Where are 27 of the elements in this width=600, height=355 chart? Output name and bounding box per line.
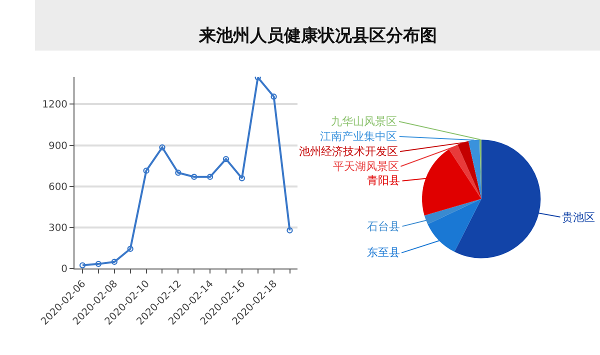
- point: [127, 246, 134, 252]
- slice-label: 池州经济技术开发区: [299, 145, 398, 158]
- y-tick-label: 0: [61, 264, 68, 276]
- point: [95, 260, 102, 268]
- point: [79, 262, 86, 268]
- point: [175, 170, 182, 176]
- slice-label: 青阳县: [367, 174, 400, 187]
- point: [238, 175, 246, 182]
- point: [222, 156, 230, 162]
- point: [111, 258, 118, 265]
- slice-label: 平天湖风景区: [333, 160, 399, 173]
- slice-label: 江南产业集中区: [320, 130, 397, 143]
- chart-title: 来池州人员健康状况县区分布图: [198, 26, 437, 46]
- point: [191, 174, 198, 180]
- y-tick-label: 600: [48, 182, 68, 193]
- point: [206, 174, 214, 180]
- slice-label: 贵池区: [562, 211, 595, 224]
- point: [270, 94, 277, 100]
- point: [159, 144, 166, 150]
- y-tick-label: 1200: [42, 100, 68, 111]
- y-tick-label: 900: [48, 140, 68, 152]
- slice-label: 东至县: [367, 246, 400, 259]
- y-tick-label: 300: [48, 223, 68, 234]
- point: [143, 168, 150, 174]
- slice-label: 石台县: [367, 220, 400, 233]
- point: [286, 227, 293, 234]
- slice-label: 九华山风景区: [331, 115, 397, 128]
